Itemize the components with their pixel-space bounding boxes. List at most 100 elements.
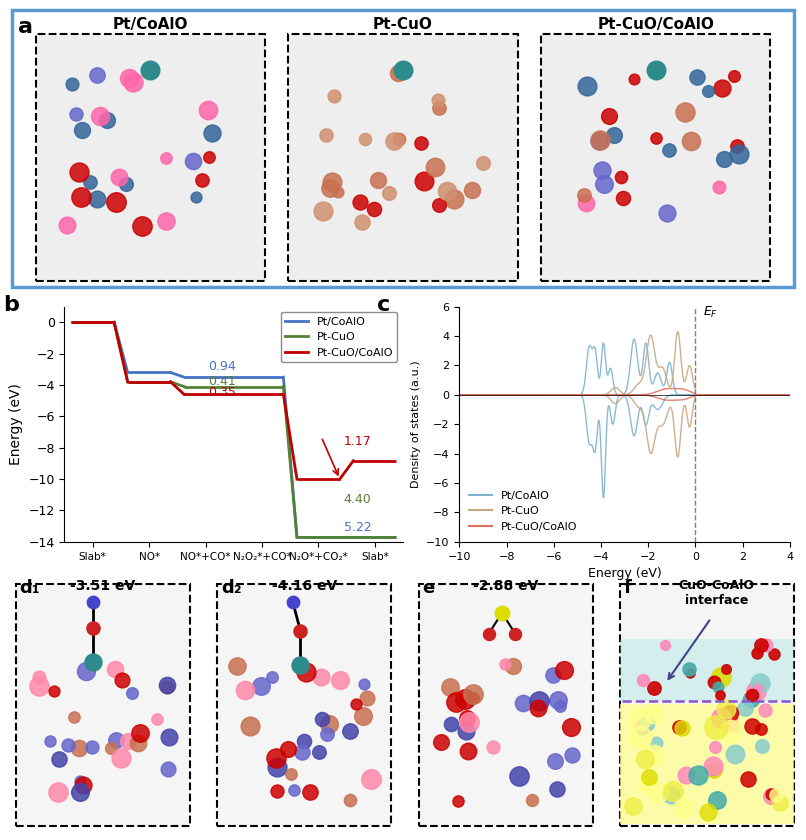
Point <box>135 219 148 233</box>
Point <box>642 777 654 790</box>
Text: b: b <box>3 295 19 315</box>
Point <box>364 773 377 786</box>
Point <box>112 170 125 183</box>
Text: 4.40: 4.40 <box>343 493 372 506</box>
Point <box>646 707 659 721</box>
Point <box>746 689 758 702</box>
Point <box>418 175 430 188</box>
Point <box>717 153 730 166</box>
Point <box>443 680 456 694</box>
Text: -2.88 eV: -2.88 eV <box>473 579 538 593</box>
Text: f: f <box>624 579 632 597</box>
Point <box>659 638 671 652</box>
X-axis label: Energy (eV): Energy (eV) <box>588 567 662 580</box>
Point <box>577 188 590 202</box>
Point <box>294 659 307 672</box>
Text: d₂: d₂ <box>221 579 242 597</box>
Point <box>125 686 138 700</box>
Point <box>708 675 721 689</box>
Bar <box>289 34 517 281</box>
Point <box>615 171 628 184</box>
Point <box>683 666 696 680</box>
Point <box>266 670 279 684</box>
Point <box>120 177 133 191</box>
Point <box>676 722 689 735</box>
Point <box>314 670 327 684</box>
Point <box>432 101 445 114</box>
Y-axis label: Density of states (a.u.): Density of states (a.u.) <box>411 360 421 488</box>
Point <box>634 712 646 726</box>
Point <box>196 173 209 186</box>
Point <box>355 215 368 228</box>
Point <box>760 638 773 652</box>
Point <box>87 622 100 635</box>
Point <box>701 806 714 819</box>
Text: Pt-CuO: Pt-CuO <box>373 17 433 32</box>
Point <box>85 740 98 753</box>
Point <box>531 701 544 715</box>
Point <box>750 646 763 659</box>
Point <box>465 184 478 197</box>
Point <box>299 665 312 679</box>
Point <box>61 218 74 231</box>
Point <box>100 113 113 127</box>
Point <box>711 680 724 694</box>
Point <box>284 768 297 781</box>
Point <box>131 736 144 749</box>
Point <box>328 89 341 102</box>
Point <box>323 181 336 195</box>
Text: 5.22: 5.22 <box>343 521 372 534</box>
Point <box>206 126 218 139</box>
Point <box>566 748 579 762</box>
Point <box>713 689 726 702</box>
Point <box>750 685 762 698</box>
Point <box>482 627 495 640</box>
Point <box>73 741 85 754</box>
Point <box>710 721 723 734</box>
Text: a: a <box>18 17 32 37</box>
Point <box>230 659 243 673</box>
Point <box>127 75 139 88</box>
Point <box>755 739 768 753</box>
Point <box>160 214 172 228</box>
Point <box>392 66 405 79</box>
Text: d₁: d₁ <box>19 579 40 597</box>
Point <box>319 128 332 141</box>
Point <box>463 715 476 728</box>
Point <box>649 131 662 144</box>
Point <box>647 681 660 695</box>
Point <box>79 664 92 678</box>
Point <box>728 69 741 82</box>
Text: 1.17: 1.17 <box>343 435 372 448</box>
Bar <box>620 639 795 701</box>
Point <box>343 793 356 806</box>
Point <box>52 785 64 799</box>
Point <box>75 191 88 204</box>
Point <box>151 712 164 726</box>
Point <box>313 746 326 759</box>
Point <box>546 669 559 682</box>
Point <box>635 722 648 735</box>
Point <box>557 664 570 677</box>
Point <box>53 753 66 766</box>
Point <box>163 731 176 744</box>
Point <box>506 659 519 673</box>
Point <box>115 751 128 764</box>
Point <box>32 679 45 692</box>
Point <box>105 742 118 755</box>
Point <box>733 147 746 160</box>
Text: 0.94: 0.94 <box>208 360 236 374</box>
Point <box>706 759 719 772</box>
Point <box>161 763 174 776</box>
Point <box>383 186 396 200</box>
Point <box>295 745 308 759</box>
Point <box>461 711 474 724</box>
Point <box>294 624 307 638</box>
Point <box>361 691 374 705</box>
Point <box>320 727 333 741</box>
Legend: Pt/CoAlO, Pt-CuO, Pt-CuO/CoAlO: Pt/CoAlO, Pt-CuO, Pt-CuO/CoAlO <box>281 312 397 362</box>
Point <box>271 784 284 797</box>
Point <box>715 711 728 725</box>
Point <box>122 734 135 748</box>
Point <box>466 688 479 701</box>
